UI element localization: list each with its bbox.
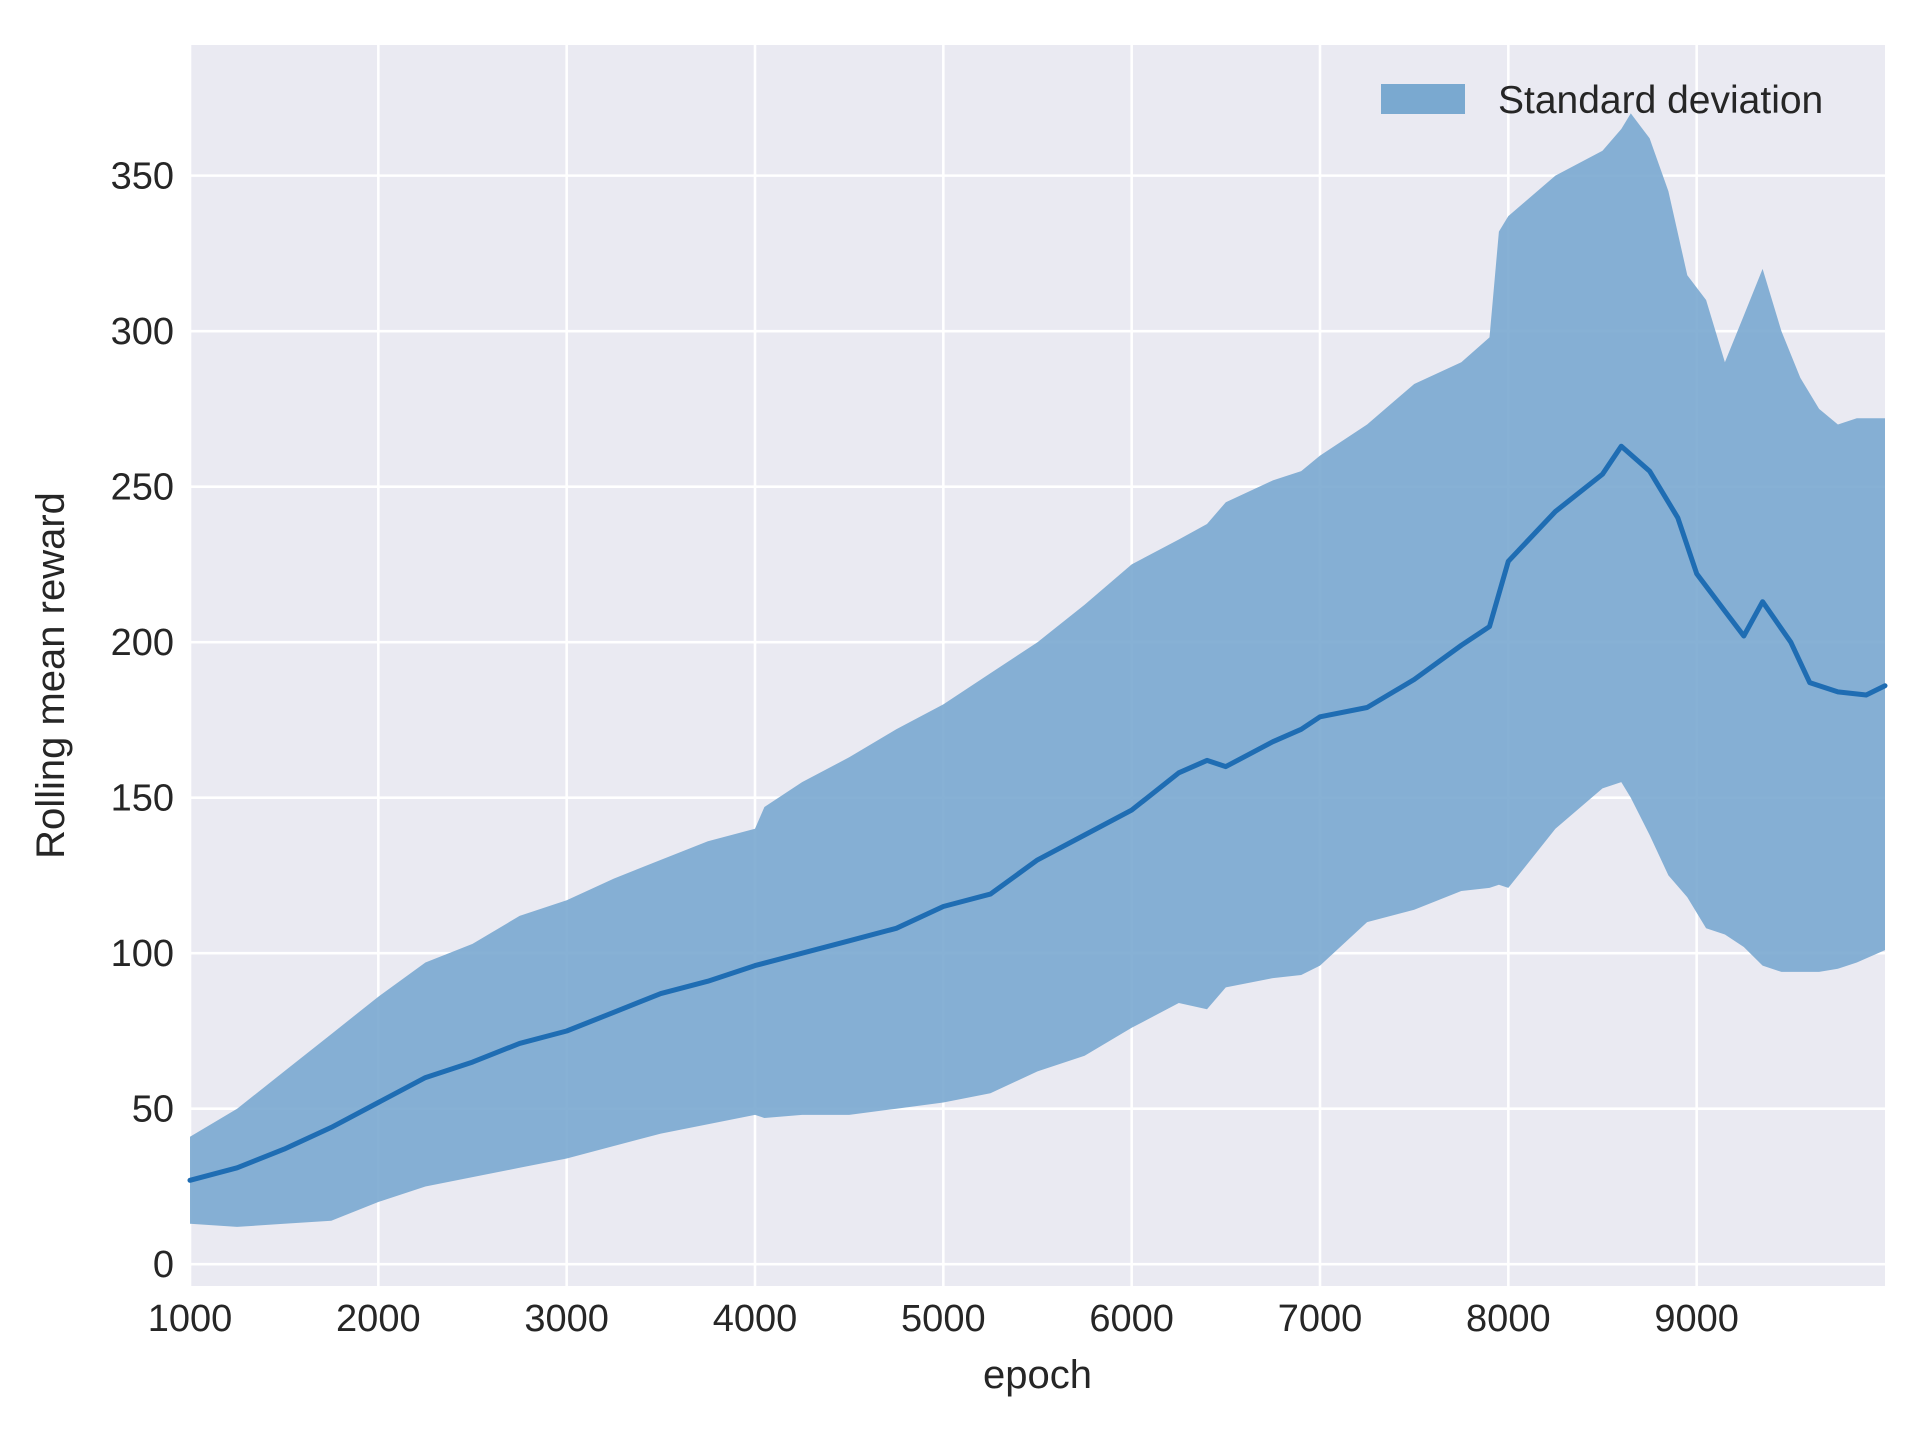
x-tick-label: 5000 xyxy=(901,1298,986,1340)
standard-deviation-band xyxy=(190,113,1885,1227)
y-tick-label: 200 xyxy=(111,622,174,664)
y-axis-label: Rolling mean reward xyxy=(29,492,73,859)
y-tick-label: 300 xyxy=(111,311,174,353)
y-tick-label: 350 xyxy=(111,156,174,198)
y-tick-label: 250 xyxy=(111,467,174,509)
y-axis-ticks: 0 50 100 150 200 250 300 350 xyxy=(111,156,174,1287)
y-tick-label: 150 xyxy=(111,778,174,820)
x-tick-label: 9000 xyxy=(1654,1298,1739,1340)
x-tick-label: 7000 xyxy=(1278,1298,1363,1340)
legend: Standard deviation xyxy=(1381,79,1823,122)
x-tick-label: 6000 xyxy=(1089,1298,1174,1340)
y-tick-label: 50 xyxy=(132,1089,174,1131)
x-tick-label: 3000 xyxy=(524,1298,609,1340)
y-tick-label: 100 xyxy=(111,933,174,975)
x-tick-label: 8000 xyxy=(1466,1298,1551,1340)
legend-label-standard-deviation: Standard deviation xyxy=(1498,79,1823,122)
series-layer xyxy=(187,113,1888,1227)
x-axis-label: epoch xyxy=(983,1353,1092,1397)
legend-swatch-standard-deviation xyxy=(1381,84,1465,114)
x-tick-label: 4000 xyxy=(713,1298,798,1340)
rolling-mean-line xyxy=(187,443,1888,1183)
y-tick-label: 0 xyxy=(153,1244,174,1286)
x-tick-label: 1000 xyxy=(148,1298,233,1340)
x-tick-label: 2000 xyxy=(336,1298,421,1340)
x-axis-ticks: 1000 2000 3000 4000 5000 6000 7000 8000 9000 xyxy=(148,1298,1739,1340)
